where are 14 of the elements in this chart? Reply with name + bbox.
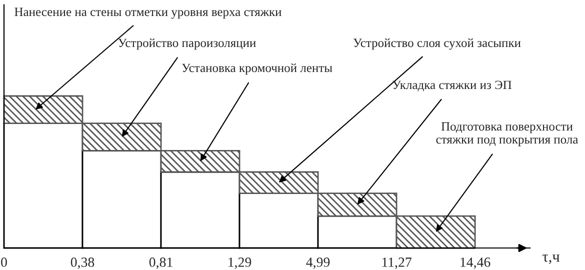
text: Укладка стяжки из ЭП — [392, 80, 512, 92]
text: Нанесение на стены отметки уровня верха стяжки — [14, 8, 282, 19]
text: 14,46 — [460, 258, 490, 269]
text: Устройство слоя сухой засыпки — [353, 38, 521, 50]
text: 0 — [1, 258, 7, 267]
text: 1,29 — [228, 258, 252, 269]
annotation: Подготовка поверхности стяжки под покрытия пола — [436, 122, 578, 146]
text: 0,81 — [149, 258, 172, 269]
text: 0,38 — [70, 258, 94, 269]
x-axis-title: τ,ч — [542, 254, 560, 264]
text: Устройство пароизоляции — [118, 38, 256, 50]
text: 11,27 — [382, 258, 412, 269]
text: 4,99 — [306, 258, 330, 269]
text: Установка кромочной ленты — [182, 63, 332, 75]
